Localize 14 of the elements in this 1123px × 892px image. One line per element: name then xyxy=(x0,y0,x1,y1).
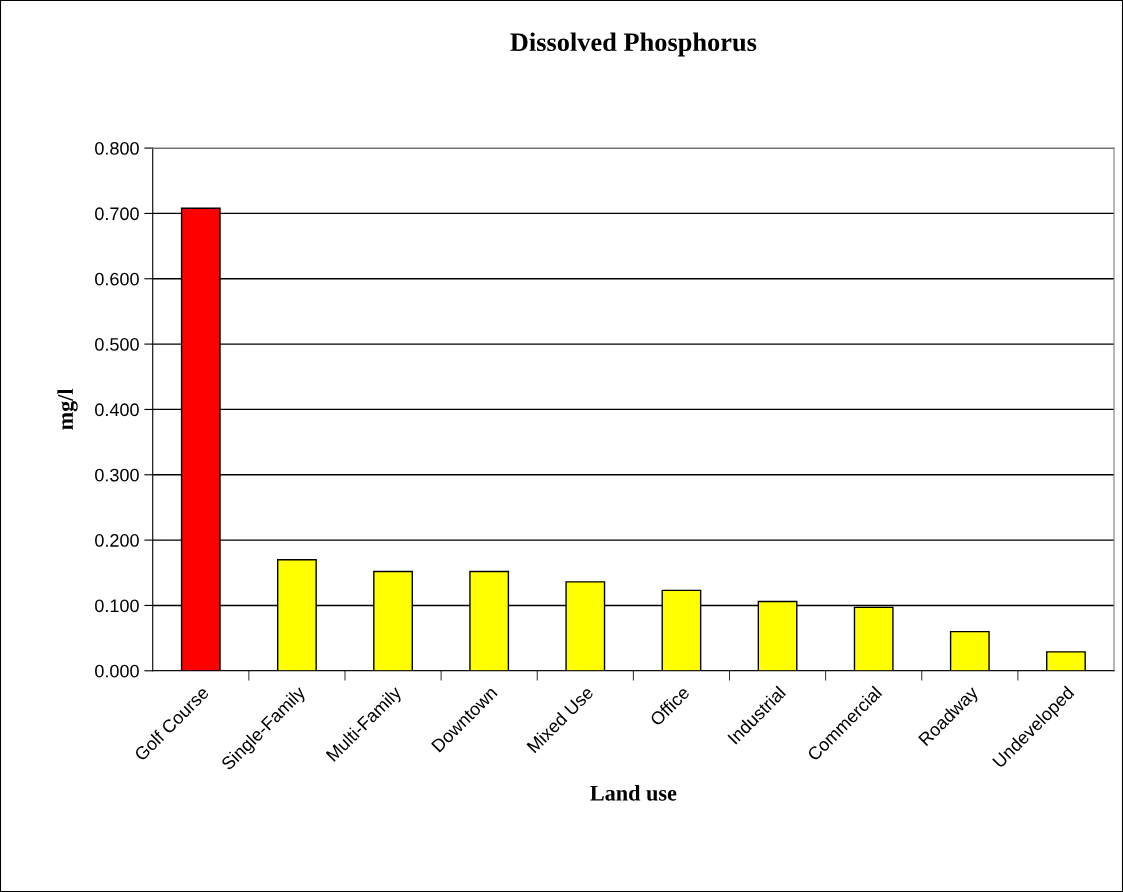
bar xyxy=(1046,651,1086,671)
y-axis-title: mg/l xyxy=(57,388,78,430)
y-tick-label: 0.300 xyxy=(95,468,139,482)
x-axis-title: Land use xyxy=(590,785,677,801)
y-tick-label: 0.700 xyxy=(95,207,139,221)
y-tick-label: 0.800 xyxy=(95,142,139,155)
chart-title: Dissolved Phosphorus xyxy=(510,32,757,57)
y-tick-label: 0.200 xyxy=(95,534,139,547)
y-tick-label: 0.500 xyxy=(95,338,139,351)
y-tick-label: 0.400 xyxy=(95,403,139,417)
y-tick-label: 0.100 xyxy=(95,599,139,613)
y-tick-label: 0.600 xyxy=(95,272,139,286)
y-tick-label: 0.000 xyxy=(95,664,139,678)
bar xyxy=(949,630,990,671)
